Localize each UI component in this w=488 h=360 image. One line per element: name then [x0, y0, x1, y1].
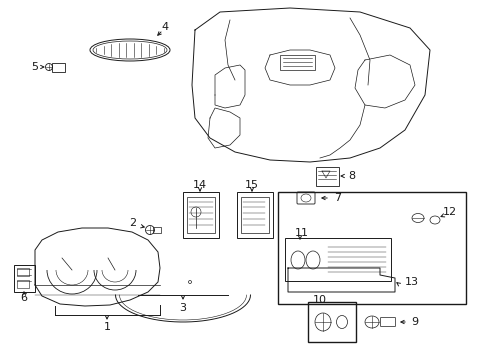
Bar [17, 280, 29, 288]
Text: 4: 4 [161, 22, 168, 32]
Text: 7: 7 [334, 193, 341, 203]
Text: 14: 14 [193, 180, 206, 190]
Bar [280, 55, 314, 70]
Text: 5: 5 [31, 62, 39, 72]
Text: 3: 3 [179, 303, 186, 313]
Bar [17, 268, 29, 276]
Text: 2: 2 [129, 218, 136, 228]
Text: 11: 11 [294, 228, 308, 238]
Text: 1: 1 [103, 322, 110, 332]
Bar [278, 192, 465, 304]
Bar [307, 302, 355, 342]
Text: 12: 12 [442, 207, 456, 217]
Text: 15: 15 [244, 180, 259, 190]
Text: 8: 8 [348, 171, 355, 181]
Text: 9: 9 [410, 317, 418, 327]
Text: 6: 6 [20, 293, 27, 303]
Text: 10: 10 [312, 295, 326, 305]
Text: 13: 13 [404, 277, 418, 287]
